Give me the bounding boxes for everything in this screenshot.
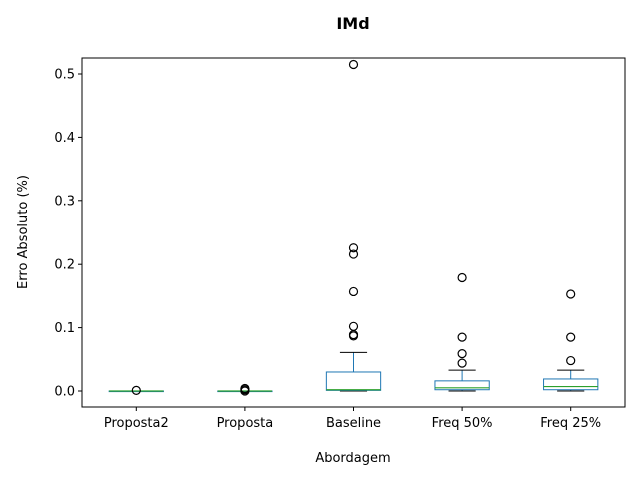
x-tick-label: Freq 25% [540,416,601,431]
outlier-point [457,348,467,359]
x-tick-label: Proposta2 [104,416,169,431]
y-tick-label: 0.1 [54,321,75,336]
x-tick-label: Baseline [326,416,381,431]
box-iqr [325,371,382,391]
chart-title: IMd [336,14,369,33]
y-axis-label: Erro Absoluto (%) [16,175,31,289]
y-tick-label: 0.4 [54,131,75,146]
outlier-point [348,243,359,253]
plot-frame [81,57,626,408]
outlier-point [131,385,141,395]
outlier-point [457,358,467,368]
y-tick-label: 0.0 [54,385,75,400]
outlier-point [240,383,250,394]
outlier-point [566,289,576,299]
outlier-point [566,355,576,366]
outlier-point [348,321,359,331]
outlier-point [457,272,467,283]
x-tick-label: Freq 50% [432,416,493,431]
y-tick-label: 0.2 [54,258,75,273]
box-iqr [434,380,490,391]
outlier-point [348,249,359,259]
y-tick-label: 0.3 [54,194,75,209]
outlier-point [566,332,576,342]
y-tick-label: 0.5 [54,68,75,83]
x-tick-label: Proposta [217,416,274,431]
box-iqr [543,378,599,391]
x-axis-label: Abordagem [315,451,390,466]
outlier-point [348,59,359,70]
outlier-point [457,332,467,342]
outlier-point [348,286,359,297]
